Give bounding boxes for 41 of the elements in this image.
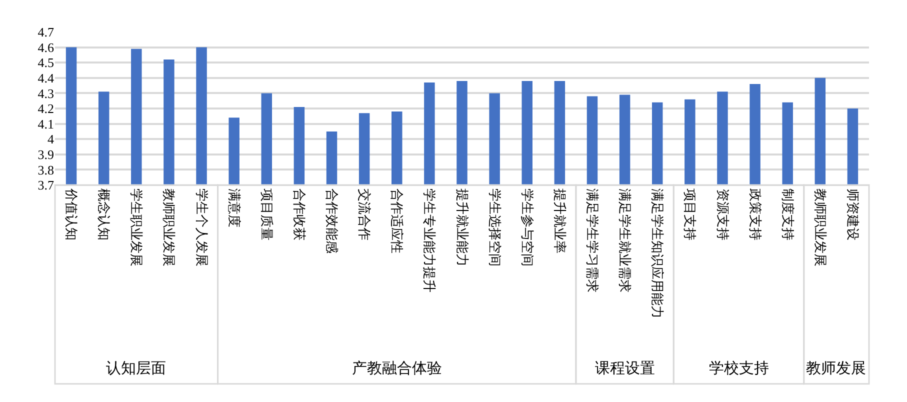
- x-tick-label: 学生选择空间: [487, 188, 502, 267]
- x-tick-label: 满足学生就业需求: [618, 188, 633, 293]
- y-tick-label: 3.7: [38, 178, 54, 193]
- x-tick-label: 合作收获: [292, 188, 307, 241]
- y-tick-label: 4.1: [38, 116, 54, 132]
- x-tick-label: 项目支持: [682, 188, 698, 241]
- x-tick-label: 交流合作: [357, 188, 372, 241]
- x-tick-label: 项目质量: [259, 188, 274, 241]
- x-tick-label: 提升就业率: [552, 188, 568, 254]
- y-tick-label: 4.3: [38, 86, 54, 101]
- y-tick-label: 4.5: [38, 55, 54, 70]
- x-tick-label: 学生专业能力提升: [422, 188, 438, 293]
- y-tick-label: 4: [48, 132, 54, 147]
- x-axis-title: 教师发展: [806, 361, 866, 377]
- x-tick-label: 满意度: [226, 188, 242, 228]
- x-tick-label: 合作适应性: [390, 188, 405, 254]
- x-tick-label: 政策支持: [748, 188, 763, 241]
- x-tick-label: 满足学生学习需求: [585, 188, 600, 293]
- x-tick-label: 学生职业发展: [129, 188, 144, 267]
- x-tick-label: 满足学生知识应用能力: [650, 188, 666, 319]
- x-tick-label: 价值认知: [64, 188, 80, 241]
- x-tick-label: 教师职业发展: [162, 188, 177, 267]
- y-tick-label: 4.4: [38, 70, 54, 86]
- y-tick-label: 3.9: [38, 146, 54, 162]
- x-tick-label: 学生个人发展: [194, 188, 210, 267]
- x-tick-label: 合作效能感: [324, 188, 340, 254]
- y-tick-label: 3.8: [38, 162, 54, 178]
- x-axis-title: 课程设置: [595, 360, 655, 377]
- x-tick-label: 制度支持: [780, 188, 796, 241]
- y-tick-label: 4.6: [38, 40, 54, 55]
- y-tick-label: 4.2: [38, 101, 54, 116]
- x-axis-title: 学校支持: [709, 360, 769, 377]
- x-tick-label: 提升就业能力: [454, 188, 470, 267]
- x-tick-label: 教师职业发展: [812, 188, 828, 267]
- x-axis-title: 产教融合体验: [352, 360, 442, 377]
- x-tick-label: 学生参与空间: [520, 188, 535, 267]
- x-axis-title: 认知层面: [106, 360, 166, 377]
- x-tick-label: 概念认知: [96, 188, 112, 241]
- y-tick-label: 4.7: [38, 24, 54, 40]
- x-tick-label: 师资建设: [845, 188, 860, 241]
- x-tick-label: 资源支持: [715, 188, 730, 241]
